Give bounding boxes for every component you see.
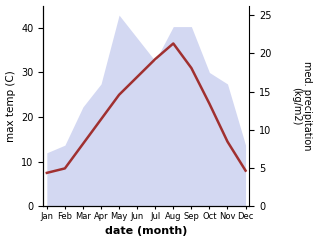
Y-axis label: max temp (C): max temp (C) (5, 70, 16, 142)
X-axis label: date (month): date (month) (105, 227, 187, 236)
Y-axis label: med. precipitation
(kg/m2): med. precipitation (kg/m2) (291, 61, 313, 151)
